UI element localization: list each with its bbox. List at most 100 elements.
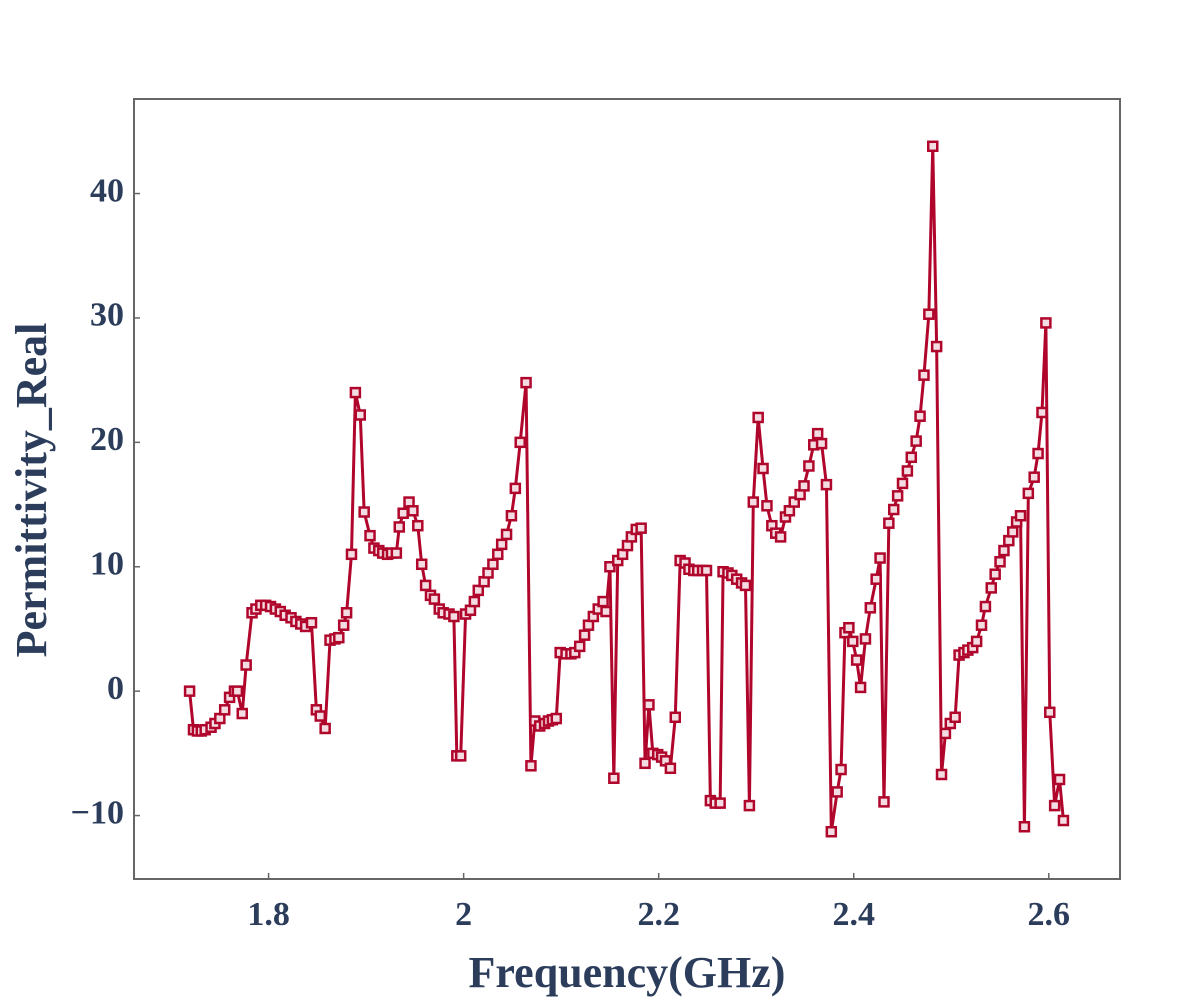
data-marker: [864, 602, 877, 614]
data-marker: [419, 579, 432, 592]
data-marker: [935, 768, 948, 781]
data-marker: [333, 631, 345, 644]
data-marker: [803, 460, 815, 472]
data-marker: [319, 722, 331, 735]
data-marker: [407, 505, 419, 517]
data-marker: [843, 621, 855, 634]
y-tick-label: 20: [90, 421, 124, 458]
data-marker: [573, 640, 586, 653]
data-marker: [859, 633, 872, 645]
data-marker: [600, 605, 612, 618]
data-marker: [354, 409, 367, 421]
y-tick-label: 40: [90, 172, 124, 209]
data-marker: [874, 552, 886, 564]
data-marker: [492, 548, 504, 561]
data-marker: [364, 529, 376, 542]
data-marker: [550, 712, 563, 725]
data-marker: [1032, 447, 1044, 460]
data-marker: [700, 564, 713, 577]
data-marker: [901, 465, 914, 477]
data-marker: [669, 711, 682, 724]
data-marker: [597, 595, 609, 608]
data-marker: [635, 522, 647, 534]
data-marker: [500, 528, 513, 541]
data-marker: [397, 507, 409, 520]
data-marker: [757, 462, 769, 475]
data-marker: [236, 707, 249, 720]
y-tick-label: 0: [107, 670, 124, 707]
y-tick-label: 10: [90, 546, 124, 583]
data-marker: [509, 482, 522, 495]
data-marker: [774, 531, 787, 543]
data-marker: [345, 548, 358, 561]
data-marker: [747, 496, 760, 508]
data-marker: [1006, 526, 1019, 538]
data-marker: [714, 797, 726, 809]
data-marker: [743, 799, 756, 812]
data-marker: [218, 704, 231, 716]
data-marker: [989, 568, 1001, 580]
data-marker: [448, 610, 460, 623]
plot-frame: [133, 98, 1121, 880]
data-marker: [514, 436, 526, 449]
data-marker: [923, 308, 935, 320]
data-marker: [854, 681, 867, 694]
data-marker: [639, 757, 651, 770]
data-marker: [608, 772, 620, 784]
x-tick-label: 2.2: [637, 896, 680, 933]
data-marker: [918, 369, 930, 381]
y-tick-label: −10: [71, 794, 124, 831]
data-marker: [1022, 487, 1035, 500]
data-marker: [454, 750, 467, 762]
data-marker: [487, 558, 499, 571]
x-tick-label: 1.8: [247, 896, 290, 933]
data-marker: [428, 593, 441, 605]
data-marker: [393, 521, 406, 533]
data-marker: [979, 600, 992, 613]
data-marker: [1044, 706, 1056, 719]
data-marker: [994, 556, 1006, 568]
data-marker: [949, 711, 961, 724]
data-marker: [820, 478, 833, 491]
data-marker: [998, 544, 1010, 557]
data-marker: [878, 796, 890, 808]
data-marker: [1040, 317, 1052, 329]
data-marker: [495, 538, 508, 551]
data-marker: [939, 727, 952, 740]
data-marker: [847, 635, 859, 648]
data-marker: [1057, 814, 1070, 827]
data-marker: [183, 685, 196, 697]
x-tick-label: 2.4: [833, 896, 876, 933]
y-axis-label: Permittivity_Real: [7, 323, 56, 658]
data-marker: [883, 517, 895, 529]
data-marker: [1048, 799, 1061, 812]
data-marker: [914, 410, 926, 422]
data-marker: [835, 763, 847, 776]
data-marker: [520, 376, 532, 389]
data-marker: [811, 427, 824, 440]
data-marker: [739, 579, 752, 592]
data-marker: [825, 825, 838, 838]
data-marker: [525, 760, 537, 772]
data-marker: [905, 451, 918, 464]
data-marker: [412, 519, 424, 532]
data-marker: [930, 340, 943, 353]
data-marker: [970, 635, 983, 648]
data-marker: [305, 616, 318, 629]
x-axis-label: Frequency(GHz): [469, 948, 786, 997]
data-marker: [1028, 471, 1040, 483]
data-marker: [231, 685, 244, 697]
x-tick-label: 2: [455, 896, 472, 933]
data-marker: [468, 595, 481, 608]
data-marker: [896, 477, 909, 490]
data-marker: [578, 629, 591, 641]
data-marker: [891, 490, 904, 502]
data-marker: [1018, 821, 1031, 833]
data-marker: [910, 435, 922, 447]
data-marker: [358, 506, 370, 518]
x-tick-label: 2.6: [1028, 896, 1071, 933]
data-marker: [870, 573, 882, 585]
data-marker: [788, 496, 801, 508]
data-marker: [831, 786, 843, 798]
